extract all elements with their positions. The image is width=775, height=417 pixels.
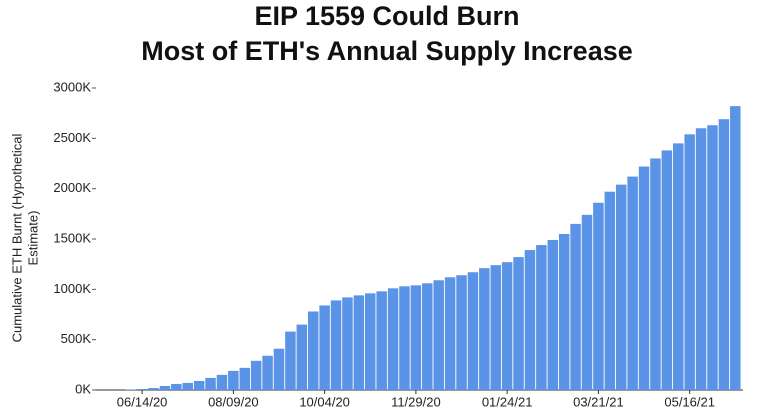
bar xyxy=(684,134,695,390)
bar xyxy=(707,125,718,390)
bar xyxy=(570,223,581,390)
bar xyxy=(604,191,616,390)
bar xyxy=(650,158,661,390)
bar xyxy=(365,293,376,390)
y-tick-label: 2000K xyxy=(53,180,91,195)
bar xyxy=(513,257,524,390)
x-tick-label: 08/09/20 xyxy=(208,394,259,409)
bar xyxy=(228,370,239,390)
bar xyxy=(193,380,205,390)
bar xyxy=(182,382,193,390)
bar xyxy=(171,383,182,390)
bar xyxy=(695,128,707,390)
bar xyxy=(387,288,399,390)
bar xyxy=(456,275,467,390)
y-axis-label: Cumulative ETH Burnt (Hypothetical Estim… xyxy=(9,133,40,342)
chart-title: EIP 1559 Could Burn xyxy=(254,1,519,31)
bar xyxy=(330,300,342,390)
bar xyxy=(593,202,604,390)
bar xyxy=(501,262,513,390)
bar xyxy=(262,355,273,390)
y-tick-label: 500K xyxy=(61,331,92,346)
bar xyxy=(524,250,536,390)
bar xyxy=(467,272,479,390)
bar xyxy=(250,360,262,390)
bar xyxy=(661,150,673,390)
y-tick-label: 2500K xyxy=(53,130,91,145)
bar xyxy=(433,280,444,390)
bar xyxy=(319,305,330,390)
bar xyxy=(353,295,365,390)
bar xyxy=(479,268,490,390)
bar xyxy=(125,389,136,390)
x-tick-label: 10/04/20 xyxy=(299,394,350,409)
bar xyxy=(307,311,319,390)
chart-title: Most of ETH's Annual Supply Increase xyxy=(141,36,633,66)
bar xyxy=(205,377,216,390)
x-tick-label: 06/14/20 xyxy=(117,394,168,409)
bar xyxy=(536,245,547,390)
x-tick-label: 03/21/21 xyxy=(573,394,624,409)
bar xyxy=(273,348,285,390)
bar xyxy=(730,106,741,391)
bar xyxy=(444,277,456,390)
x-tick-label: 05/16/21 xyxy=(664,394,715,409)
bar xyxy=(638,166,650,390)
bar xyxy=(547,240,559,390)
bar xyxy=(422,283,433,390)
bar xyxy=(490,265,501,390)
y-tick-label: 0K xyxy=(75,381,91,396)
bar xyxy=(148,387,159,390)
bar xyxy=(342,297,353,390)
bar xyxy=(615,184,627,390)
x-tick-label: 11/29/20 xyxy=(391,394,441,409)
bar xyxy=(136,388,148,390)
bar xyxy=(581,214,593,390)
y-axis-label-line: Cumulative ETH Burnt (Hypothetical xyxy=(9,133,24,342)
y-tick-label: 3000K xyxy=(53,79,91,94)
y-tick-label: 1000K xyxy=(53,281,91,296)
y-tick-label: 1500K xyxy=(53,230,91,245)
bar xyxy=(558,233,570,390)
bar xyxy=(399,286,410,390)
bar xyxy=(627,176,638,390)
bar xyxy=(285,331,296,390)
bar xyxy=(410,285,422,390)
bar xyxy=(239,367,251,390)
bar xyxy=(216,374,228,390)
bar xyxy=(159,385,171,390)
y-axis-label-line: Estimate) xyxy=(25,211,40,266)
bar xyxy=(296,324,308,390)
bar xyxy=(376,291,387,390)
bar xyxy=(673,143,684,390)
x-tick-label: 01/24/21 xyxy=(482,394,533,409)
bar xyxy=(718,119,730,390)
